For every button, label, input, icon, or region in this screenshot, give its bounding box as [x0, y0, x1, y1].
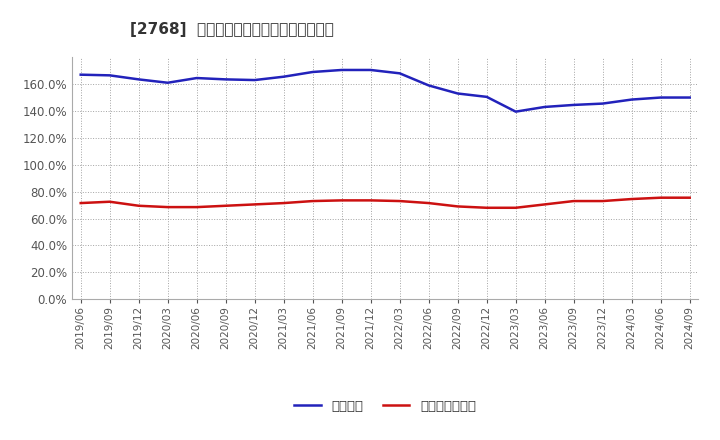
固定長期適合率 — [627, 196, 636, 202]
固定長期適合率 — [163, 205, 172, 210]
Line: 固定長期適合率: 固定長期適合率 — [81, 198, 690, 208]
固定比率 — [135, 77, 143, 82]
固定長期適合率 — [251, 202, 259, 207]
固定比率 — [395, 71, 404, 76]
固定比率 — [627, 97, 636, 102]
固定比率 — [570, 102, 578, 107]
固定長期適合率 — [366, 198, 375, 203]
固定比率 — [366, 67, 375, 73]
Line: 固定比率: 固定比率 — [81, 70, 690, 112]
固定比率 — [105, 73, 114, 78]
固定比率 — [251, 77, 259, 83]
固定長期適合率 — [685, 195, 694, 200]
固定長期適合率 — [221, 203, 230, 209]
固定長期適合率 — [598, 198, 607, 204]
固定比率 — [598, 101, 607, 106]
固定比率 — [482, 94, 491, 99]
固定長期適合率 — [657, 195, 665, 200]
固定比率 — [657, 95, 665, 100]
固定比率 — [163, 80, 172, 85]
固定長期適合率 — [454, 204, 462, 209]
固定長期適合率 — [76, 201, 85, 206]
固定比率 — [338, 67, 346, 73]
固定比率 — [454, 91, 462, 96]
固定長期適合率 — [511, 205, 520, 210]
固定比率 — [424, 83, 433, 88]
固定長期適合率 — [308, 198, 317, 204]
固定長期適合率 — [279, 201, 288, 206]
固定長期適合率 — [424, 201, 433, 206]
固定長期適合率 — [338, 198, 346, 203]
固定比率 — [76, 72, 85, 77]
固定比率 — [308, 70, 317, 75]
固定長期適合率 — [541, 202, 549, 207]
固定長期適合率 — [482, 205, 491, 210]
固定長期適合率 — [135, 203, 143, 209]
固定長期適合率 — [192, 205, 201, 210]
Text: [2768]  固定比率、固定長期適合率の推移: [2768] 固定比率、固定長期適合率の推移 — [130, 22, 333, 37]
固定長期適合率 — [395, 198, 404, 204]
固定比率 — [192, 75, 201, 81]
固定長期適合率 — [570, 198, 578, 204]
固定比率 — [685, 95, 694, 100]
固定比率 — [511, 109, 520, 114]
固定長期適合率 — [105, 199, 114, 204]
固定比率 — [279, 74, 288, 79]
Legend: 固定比率, 固定長期適合率: 固定比率, 固定長期適合率 — [289, 395, 481, 418]
固定比率 — [221, 77, 230, 82]
固定比率 — [541, 104, 549, 110]
